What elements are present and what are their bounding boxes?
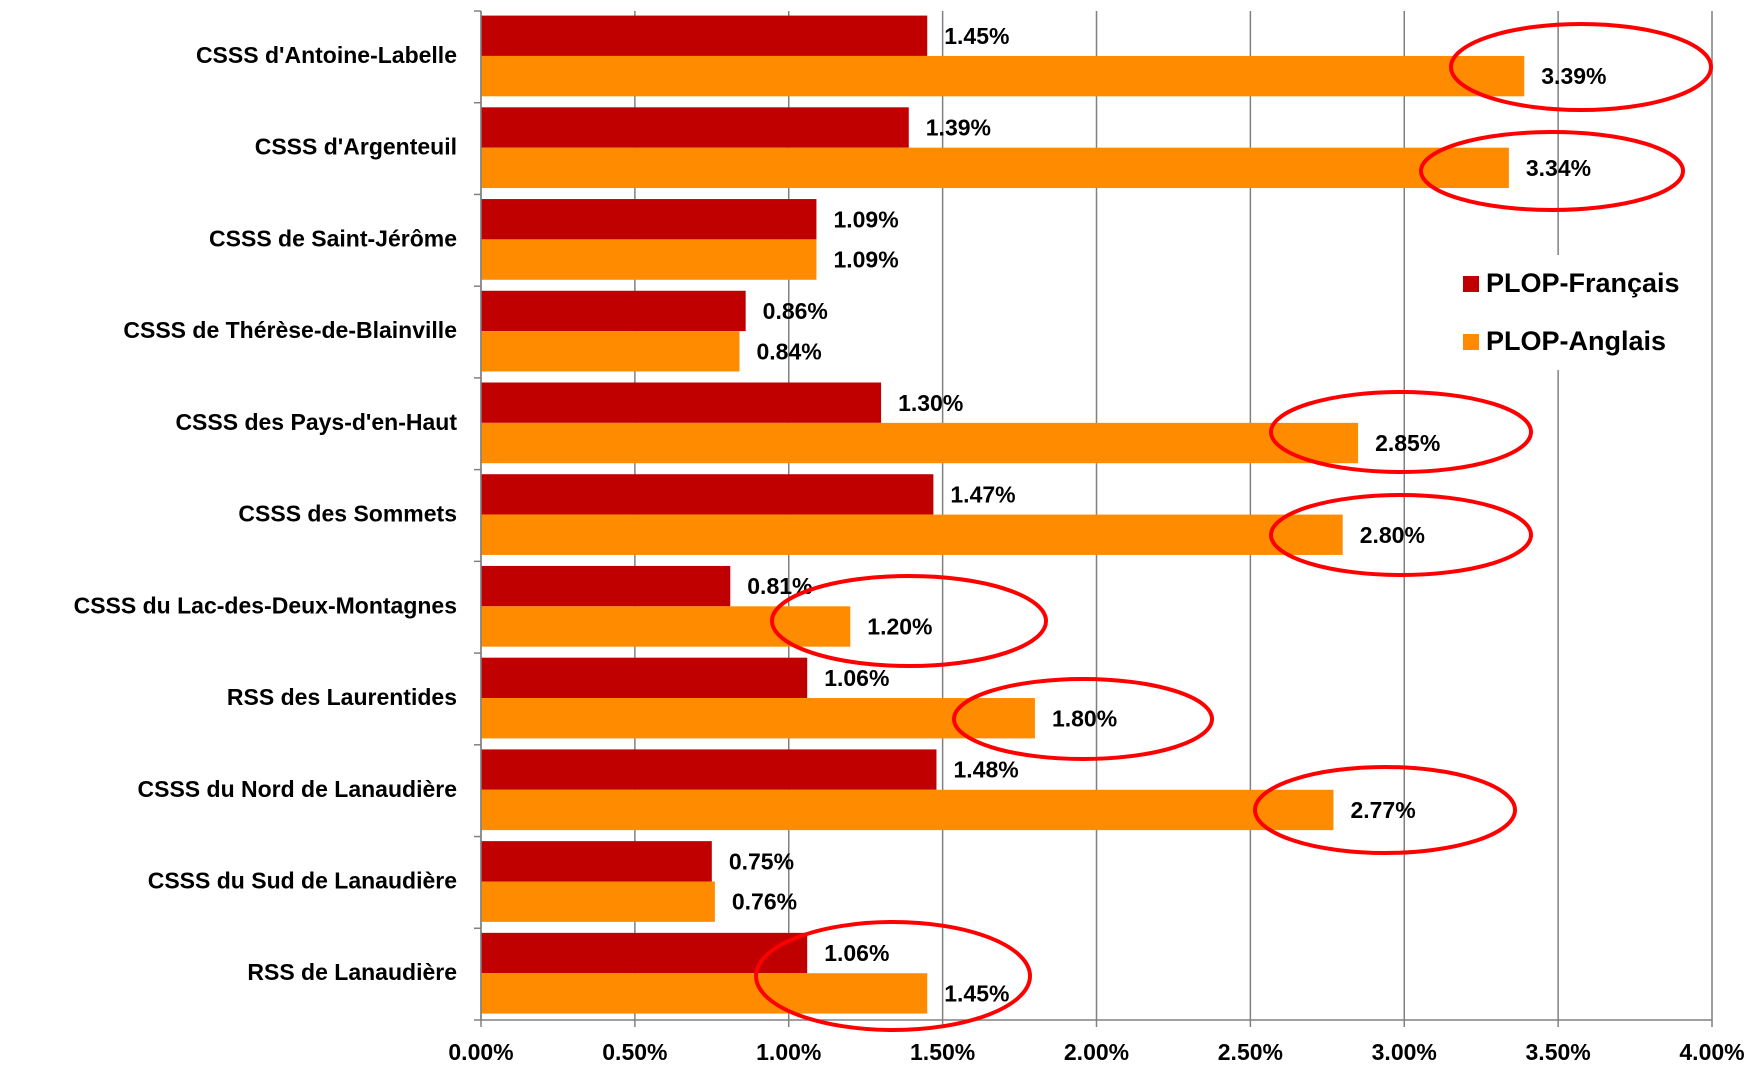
value-label: 3.39% (1541, 63, 1606, 89)
x-tick-label: 2.50% (1218, 1039, 1283, 1065)
y-tick-label: CSSS d'Antoine-Labelle (196, 42, 457, 68)
plot: 0.00% 0.50% 1.00% 1.50% 2.00% 2.50% 3.00% 3.50%… (74, 10, 1745, 1065)
value-label: 0.86% (763, 298, 828, 324)
highlight-ellipse (754, 920, 1032, 1032)
x-tick-label: 0.00% (448, 1039, 513, 1065)
legend-background (1455, 255, 1705, 370)
bar (481, 107, 909, 148)
y-tick-label: CSSS du Nord de Lanaudière (138, 776, 458, 802)
x-tick-label: 3.50% (1526, 1039, 1591, 1065)
value-label: 0.81% (747, 573, 812, 599)
value-label: 1.06% (824, 940, 889, 966)
highlight-ellipse (770, 574, 1048, 668)
x-tick-label: 3.00% (1372, 1039, 1437, 1065)
value-label: 1.09% (833, 247, 898, 273)
y-tick-label: CSSS de Saint-Jérôme (209, 225, 457, 251)
value-label: 0.84% (757, 338, 822, 364)
legend: PLOP-Français PLOP-Anglais (1455, 255, 1705, 370)
value-label: 2.77% (1350, 797, 1415, 823)
legend-label: PLOP-Français (1486, 268, 1680, 298)
value-label: 1.45% (944, 980, 1009, 1006)
y-tick-label: CSSS de Thérèse-de-Blainville (123, 317, 457, 343)
y-tick-label: RSS des Laurentides (227, 684, 457, 710)
bar (481, 382, 882, 423)
bar (481, 932, 808, 974)
legend-swatch (1463, 334, 1479, 350)
value-label: 2.80% (1360, 522, 1425, 548)
value-label: 1.80% (1052, 705, 1117, 731)
value-label: 2.85% (1375, 430, 1440, 456)
x-tick-label: 1.50% (910, 1039, 975, 1065)
bar (481, 841, 712, 882)
y-tick-label: CSSS d'Argenteuil (255, 134, 457, 160)
bar (481, 15, 928, 56)
y-tick-label: CSSS des Sommets (238, 501, 457, 527)
bar (481, 749, 937, 790)
bar (481, 789, 1334, 831)
value-label: 1.20% (867, 614, 932, 640)
bar (481, 290, 746, 332)
bar (481, 606, 851, 647)
bar (481, 147, 1509, 189)
highlight-ellipse (1269, 493, 1533, 577)
bar (481, 474, 934, 515)
bar (481, 55, 1525, 97)
value-label: 1.30% (898, 390, 963, 416)
value-label: 0.75% (729, 848, 794, 874)
bar (481, 657, 808, 699)
y-tick-label: CSSS du Lac-des-Deux-Montagnes (74, 592, 457, 618)
legend-label: PLOP-Anglais (1486, 326, 1666, 356)
bar (481, 973, 928, 1014)
value-label: 0.76% (732, 889, 797, 915)
value-label: 1.45% (944, 23, 1009, 49)
x-tick-label: 4.00% (1679, 1039, 1744, 1065)
highlight-ellipse (1449, 22, 1713, 112)
highlight-ellipse (1269, 390, 1533, 474)
y-tick-label: CSSS du Sud de Lanaudière (148, 867, 457, 893)
y-tick-label: RSS de Lanaudière (247, 959, 457, 985)
bar (481, 514, 1343, 555)
bar (481, 422, 1359, 464)
value-label: 1.48% (953, 757, 1018, 783)
x-tick-label: 0.50% (602, 1039, 667, 1065)
value-label: 1.47% (950, 481, 1015, 507)
x-tick-label: 1.00% (756, 1039, 821, 1065)
legend-swatch (1463, 276, 1479, 292)
value-label: 1.06% (824, 665, 889, 691)
value-label: 1.39% (926, 115, 991, 141)
bar (481, 199, 817, 240)
x-tick-label: 2.00% (1064, 1039, 1129, 1065)
bar (481, 881, 715, 922)
annotations (754, 22, 1713, 1032)
value-label: 1.09% (833, 206, 898, 232)
highlight-ellipse (1419, 130, 1685, 212)
bar (481, 565, 731, 607)
bar (481, 239, 817, 280)
y-tick-label: CSSS des Pays-d'en-Haut (175, 409, 457, 435)
bar (481, 331, 740, 372)
bar (481, 698, 1035, 739)
value-label: 3.34% (1526, 155, 1591, 181)
highlight-ellipse (952, 677, 1214, 761)
highlight-ellipse (1253, 765, 1517, 855)
